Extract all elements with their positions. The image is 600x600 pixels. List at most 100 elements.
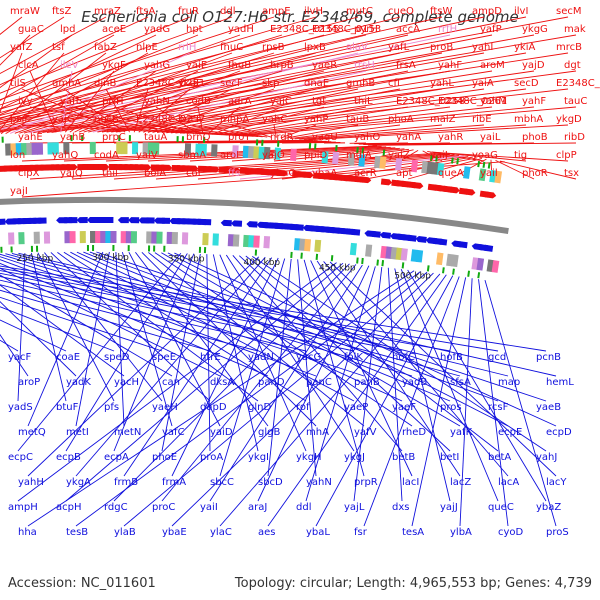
feature-box	[299, 238, 306, 251]
reverse-gene-line	[135, 251, 269, 427]
forward-gene-label: ampE	[262, 6, 291, 17]
forward-gene-label: proB	[430, 42, 453, 53]
reverse-gene-label: acpH	[56, 502, 82, 513]
forward-gene-line	[29, 70, 57, 133]
forward-gene-label: tauA	[144, 132, 167, 143]
forward-gene-label: yaeR	[312, 60, 337, 71]
forward-gene-label: pyrH	[354, 24, 378, 35]
reverse-gene-label: betB	[392, 452, 415, 463]
forward-gene-label: yajG	[52, 114, 75, 125]
feature-box	[125, 231, 132, 244]
forward-gene-label: tsf	[52, 42, 65, 53]
reverse-gene-line	[219, 273, 441, 527]
forward-gene-line	[78, 70, 241, 133]
forward-gene-label: nrdR	[270, 132, 294, 143]
forward-gene-label: yail	[480, 168, 498, 179]
forward-gene-label: cueO	[388, 6, 414, 17]
forward-gene-arrow	[208, 166, 220, 173]
forward-gene-label: yahF	[522, 96, 546, 107]
reverse-gene-line	[70, 251, 355, 402]
forward-gene-label: yaiZ	[388, 150, 410, 161]
green-marker	[10, 246, 13, 253]
reverse-gene-line	[219, 258, 286, 477]
forward-gene-label: malZ	[430, 114, 456, 125]
forward-gene-label: yahN	[144, 96, 170, 107]
reverse-gene-label: rof	[296, 402, 310, 413]
reverse-gene-label: yaeB	[536, 402, 561, 413]
reverse-gene-label: frmA	[162, 477, 186, 488]
reverse-gene-line	[113, 263, 350, 502]
reverse-gene-label: proC	[152, 502, 175, 513]
reverse-gene-label: aroP	[18, 377, 40, 388]
reverse-gene-arrow	[456, 241, 468, 249]
forward-gene-label: accA	[396, 24, 420, 35]
reverse-gene-label: yajL	[344, 502, 365, 513]
reverse-gene-label: yahH	[18, 477, 44, 488]
forward-gene-label: ftsW	[430, 6, 452, 17]
feature-box	[232, 145, 239, 158]
reverse-gene-label: glnD	[248, 402, 271, 413]
feature-box	[36, 142, 44, 155]
reverse-gene-label: gcd	[488, 352, 506, 363]
forward-gene-label: apt	[396, 168, 412, 179]
forward-gene-line	[63, 88, 126, 133]
forward-gene-line	[105, 88, 130, 133]
forward-gene-line	[0, 34, 451, 130]
reverse-gene-line	[0, 319, 67, 352]
forward-gene-label: yafE	[60, 96, 82, 107]
feature-box	[200, 143, 207, 157]
forward-gene-line	[0, 34, 31, 66]
forward-gene-label: yahA	[396, 132, 421, 143]
forward-gene-label: aroM	[480, 60, 505, 71]
reverse-gene-label: lacA	[498, 477, 519, 488]
forward-gene-line	[28, 52, 359, 134]
green-marker	[176, 136, 179, 143]
reverse-gene-label: yahN	[306, 477, 332, 488]
forward-gene-line	[308, 124, 569, 141]
reverse-gene-line	[0, 270, 451, 352]
reverse-gene-label: yadN	[248, 352, 274, 363]
green-marker	[127, 245, 130, 252]
forward-gene-line	[29, 152, 441, 180]
forward-gene-line	[207, 106, 241, 135]
reverse-gene-label: dksA	[210, 377, 234, 388]
feature-box	[64, 231, 71, 244]
reverse-gene-label: tesB	[66, 527, 88, 538]
forward-gene-line	[285, 124, 359, 139]
reverse-gene-label: ylbA	[450, 527, 472, 538]
feature-box	[131, 142, 139, 155]
forward-gene-label: secM	[556, 6, 582, 17]
feature-box	[69, 231, 76, 244]
forward-gene-line	[225, 106, 409, 136]
reverse-gene-line	[0, 267, 221, 377]
reverse-gene-label: ecpA	[104, 452, 129, 463]
green-marker	[314, 143, 317, 150]
feature-box	[90, 231, 97, 244]
green-marker	[181, 136, 184, 143]
reverse-gene-label: ylaC	[210, 527, 232, 538]
forward-gene-labels: mraW ftsZ mraZ ftsA fruR ddl ampE ilvH mutC cueO f…	[10, 6, 600, 197]
reverse-gene-line	[75, 251, 110, 427]
reverse-gene-label: metN	[114, 427, 141, 438]
reverse-gene-line	[75, 256, 266, 477]
reverse-gene-line	[171, 272, 434, 527]
forward-gene-label: yafP	[480, 24, 502, 35]
feature-box	[195, 143, 202, 156]
forward-gene-label: psiF	[10, 114, 30, 125]
forward-gene-label: secF	[220, 78, 243, 89]
forward-gene-label: ppiD	[304, 150, 327, 161]
forward-gene-line	[74, 70, 199, 133]
green-marker	[290, 251, 293, 258]
reverse-gene-line	[363, 276, 460, 527]
forward-gene-label: E2348C_0155	[270, 24, 339, 35]
reverse-gene-line	[0, 306, 115, 352]
reverse-gene-arrow	[230, 220, 243, 227]
green-marker	[330, 255, 334, 262]
feature-box	[151, 231, 158, 244]
forward-gene-line	[101, 70, 451, 133]
forward-gene-label: mdlA	[346, 150, 372, 161]
reverse-gene-line	[400, 269, 499, 502]
forward-gene-line	[0, 16, 443, 119]
green-marker	[81, 135, 84, 142]
